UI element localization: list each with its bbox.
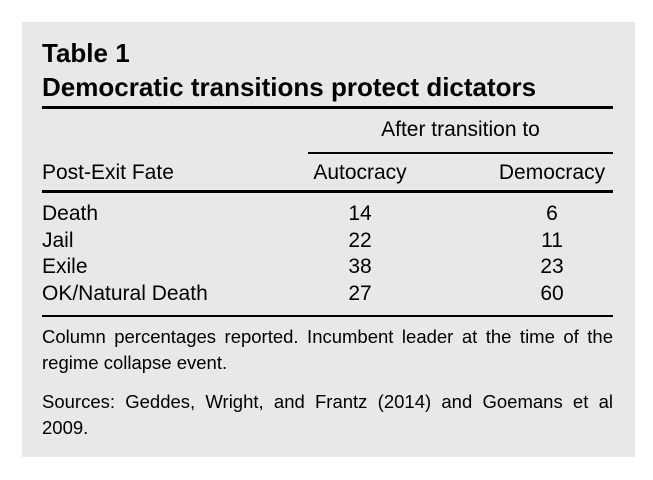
rule xyxy=(42,190,613,193)
rule xyxy=(42,315,613,317)
cell: 60 xyxy=(540,281,564,305)
group-header: After transition to xyxy=(381,118,540,141)
cell: 11 xyxy=(541,228,563,252)
cell: 27 xyxy=(348,281,372,305)
cell: 6 xyxy=(546,202,558,225)
row-label: Death xyxy=(42,202,99,225)
note: Sources: Geddes, Wright, and Frantz (201… xyxy=(42,391,613,438)
cell: 14 xyxy=(348,202,372,225)
column-header: Autocracy xyxy=(313,161,407,184)
row-label: OK/Natural Death xyxy=(42,281,208,305)
table-label: Table 1 xyxy=(42,38,130,68)
column-header: Democracy xyxy=(498,161,606,184)
rule xyxy=(308,152,613,154)
table-title: Democratic transitions protect dictators xyxy=(42,72,537,102)
cell: 23 xyxy=(540,255,564,278)
cell: 38 xyxy=(348,255,372,278)
column-header: Post-Exit Fate xyxy=(42,161,174,184)
table-panel: Table 1 Democratic transitions protect d… xyxy=(22,22,635,457)
row-label: Jail xyxy=(42,228,74,252)
rule xyxy=(42,106,613,109)
note: Column percentages reported. Incumbent l… xyxy=(42,326,613,373)
row-label: Exile xyxy=(42,255,88,278)
cell: 22 xyxy=(348,228,372,252)
